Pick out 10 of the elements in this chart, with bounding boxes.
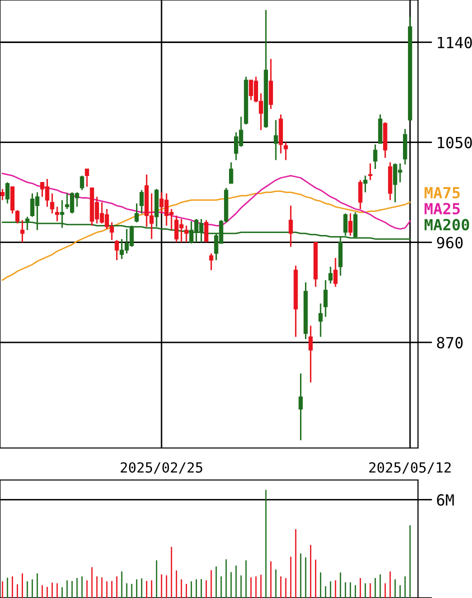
y-tick-label: 6M — [437, 494, 454, 506]
y-tick-label: 1140 — [438, 36, 472, 48]
y-tick-label: 1050 — [438, 136, 472, 148]
series-label: MA25 — [424, 202, 460, 214]
y-tick-label: 870 — [437, 336, 463, 348]
y-tick-label: 960 — [437, 236, 463, 248]
x-tick-label: 2025/02/25 — [120, 462, 202, 474]
series-label: MA75 — [424, 187, 460, 198]
series-label: MA200 — [424, 218, 470, 230]
x-tick-label: 2025/05/12 — [369, 462, 451, 474]
